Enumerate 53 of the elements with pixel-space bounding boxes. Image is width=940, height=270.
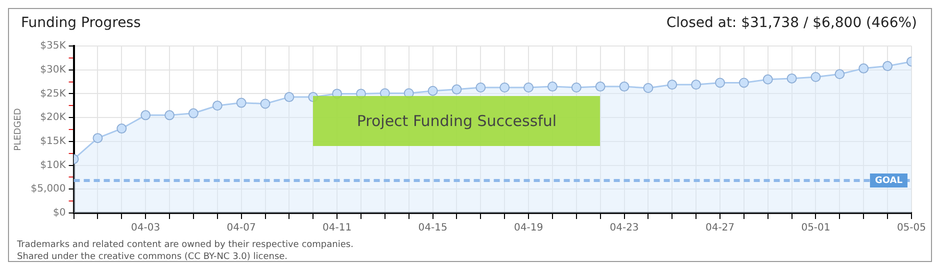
point: [524, 82, 534, 93]
x-tick-label: 05-01: [801, 222, 830, 234]
y-tick-label: $10K: [40, 160, 66, 171]
x-tick-label: 04-23: [610, 222, 639, 234]
point: [140, 110, 151, 120]
point: [595, 82, 606, 92]
point: [786, 73, 797, 84]
point: [284, 92, 294, 102]
x-tick-label: 05-05: [896, 222, 926, 234]
point: [452, 84, 462, 94]
y-tick-label: $30K: [40, 64, 66, 76]
x-tick-label: 04-11: [322, 222, 352, 234]
point: [643, 82, 654, 93]
point: [116, 124, 127, 134]
point: [667, 80, 678, 90]
point: [164, 110, 175, 120]
point: [547, 82, 558, 92]
point: [882, 61, 893, 72]
chart-subtitle: Closed at: $31,738 / $6,800 (466%): [666, 15, 917, 33]
text: Shared under the creative commons (CC BY-NC 3.0) license.: [17, 251, 289, 263]
success-banner: Project Funding Successful: [313, 96, 600, 146]
point: [834, 69, 845, 80]
point: [236, 98, 246, 108]
point: [619, 82, 630, 92]
y-tick-label: $35K: [40, 40, 66, 52]
point: [188, 108, 198, 118]
x-tick-label: 04-27: [705, 222, 735, 234]
chart-title: Funding Progress: [21, 15, 141, 33]
point: [476, 82, 486, 93]
point: [715, 78, 725, 88]
y-axis-title: PLEDGED: [14, 108, 24, 151]
x-tick-label: 04-07: [226, 222, 256, 234]
x-tick-label: 04-19: [514, 222, 544, 234]
point: [762, 74, 773, 84]
point: [810, 72, 821, 82]
x-tick-label: 04-03: [131, 222, 160, 234]
point: [428, 86, 438, 96]
y-tick-label: $25K: [40, 88, 66, 100]
point: [212, 100, 222, 111]
point: [738, 78, 749, 88]
point: [260, 98, 270, 109]
text: Trademarks and related content are owned by their respective companies.: [17, 239, 354, 251]
x-tick-label: 04-15: [418, 222, 448, 234]
point: [92, 133, 103, 144]
y-tick-label: $0: [53, 208, 66, 219]
point: [500, 82, 510, 93]
y-tick-label: $5,000: [30, 184, 66, 195]
point: [571, 82, 582, 93]
point: [858, 63, 869, 74]
ref-line-label: GOAL: [874, 176, 903, 186]
y-tick-label: $15K: [40, 136, 66, 148]
point: [691, 80, 702, 90]
y-tick-label: $20K: [40, 112, 66, 124]
